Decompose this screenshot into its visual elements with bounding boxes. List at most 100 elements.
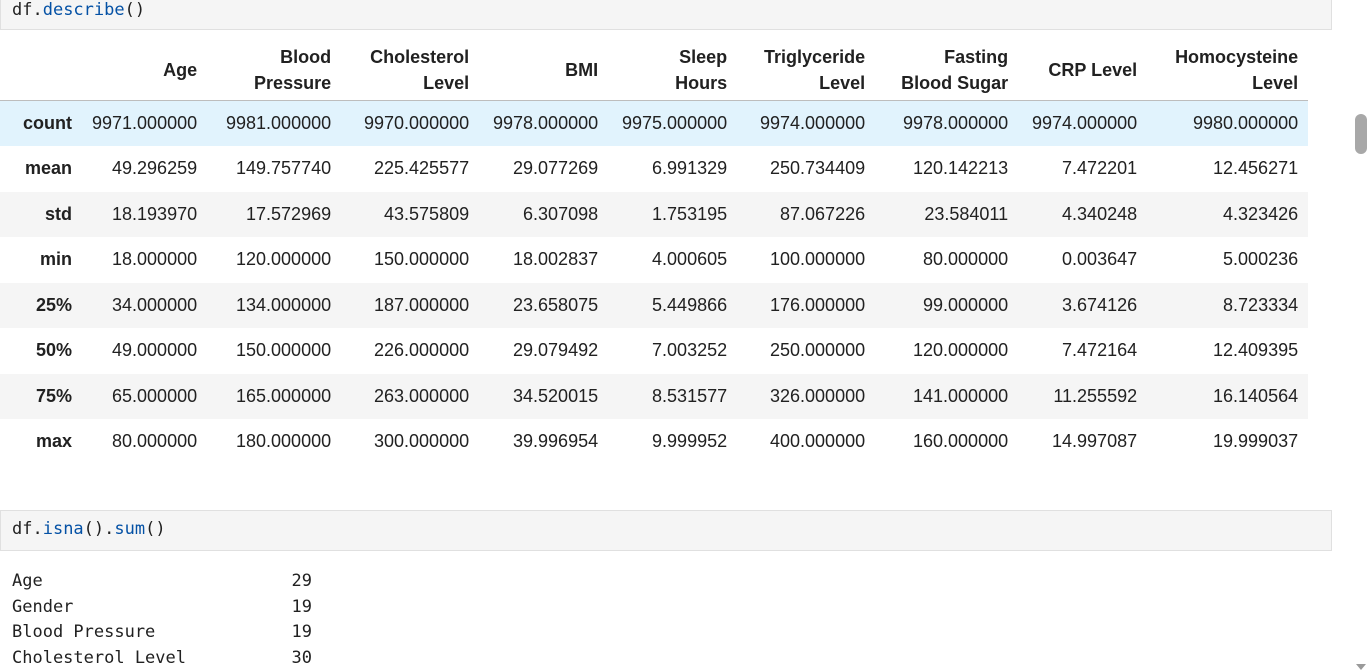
output-value: 19 bbox=[291, 622, 312, 642]
table-cell: 18.193970 bbox=[112, 203, 198, 224]
code-args: () bbox=[145, 519, 166, 539]
table-cell: 9.999952 bbox=[652, 431, 728, 452]
table-cell: 400.000000 bbox=[770, 431, 866, 452]
table-cell: 87.067226 bbox=[780, 203, 866, 224]
table-cell: 14.997087 bbox=[1052, 431, 1138, 452]
column-header: Triglyceride Level bbox=[737, 40, 876, 101]
table-cell: 9980.000000 bbox=[1193, 113, 1299, 133]
describe-output-table: Age Blood Pressure Cholesterol Level BMI S… bbox=[0, 40, 1309, 465]
table-row: 75% 65.000000 165.000000 263.000000 34.52001… bbox=[0, 373, 1309, 419]
table-cell: 0.003647 bbox=[1062, 249, 1138, 270]
table-cell: 226.000000 bbox=[374, 340, 470, 361]
table-cell: 34.000000 bbox=[112, 294, 198, 315]
table-row: min 18.000000 120.000000 150.000000 18.00283… bbox=[0, 237, 1308, 283]
table-cell: 9974.000000 bbox=[760, 113, 866, 133]
code-cell-isna-sum[interactable]: df.isna().sum() bbox=[0, 510, 1332, 551]
code-cell-describe[interactable]: df.describe() bbox=[0, 0, 1332, 30]
table-row: count 9971.000000 9981.000000 9970.000000 99… bbox=[0, 100, 1309, 146]
column-header-text: Level bbox=[819, 73, 866, 93]
table-cell: 250.000000 bbox=[770, 340, 866, 361]
table-cell: 7.472164 bbox=[1062, 340, 1138, 361]
column-header: Homocysteine Level bbox=[1147, 40, 1309, 101]
column-header-text: Triglyceride bbox=[764, 47, 866, 67]
table-cell: 1.753195 bbox=[652, 203, 728, 224]
column-header: Cholesterol Level bbox=[341, 40, 480, 101]
table-cell: 9978.000000 bbox=[903, 113, 1009, 133]
column-header: CRP Level bbox=[1018, 40, 1148, 101]
table-cell: 120.000000 bbox=[236, 249, 332, 270]
table-cell: 150.000000 bbox=[236, 340, 332, 361]
table-cell: 29.079492 bbox=[513, 340, 599, 361]
output-line: Gender 19 bbox=[12, 595, 312, 621]
table-cell: 99.000000 bbox=[923, 294, 1009, 315]
table-cell: 263.000000 bbox=[374, 385, 470, 406]
column-header-text: Blood Sugar bbox=[901, 73, 1009, 93]
table-row: 25% 34.000000 134.000000 187.000000 23.65807… bbox=[0, 282, 1309, 328]
table-cell: 9981.000000 bbox=[226, 113, 332, 133]
output-label: Blood Pressure bbox=[12, 622, 156, 642]
table-cell: 39.996954 bbox=[513, 431, 599, 452]
row-index-label: std bbox=[45, 203, 72, 224]
table-cell: 43.575809 bbox=[384, 203, 470, 224]
table-cell: 18.002837 bbox=[513, 249, 599, 270]
table-cell: 134.000000 bbox=[236, 294, 332, 315]
table-cell: 23.584011 bbox=[924, 203, 1009, 224]
table-cell: 12.456271 bbox=[1213, 158, 1299, 179]
table-row: max 80.000000 180.000000 300.000000 39.99695… bbox=[0, 419, 1308, 465]
code-object: df. bbox=[12, 0, 43, 20]
output-label: Age bbox=[12, 571, 43, 591]
vertical-scrollbar[interactable] bbox=[1352, 0, 1369, 672]
table-row: 50% 49.000000 150.000000 226.000000 29.07949… bbox=[0, 328, 1308, 374]
table-cell: 8.723334 bbox=[1223, 294, 1299, 315]
table-cell: 120.000000 bbox=[913, 340, 1009, 361]
table-cell: 23.658075 bbox=[513, 294, 599, 315]
column-header-text: Hours bbox=[675, 73, 728, 93]
table-cell: 150.000000 bbox=[374, 249, 470, 270]
table-cell: 250.734409 bbox=[770, 158, 866, 179]
table-cell: 8.531577 bbox=[652, 385, 728, 406]
table-cell: 4.323426 bbox=[1223, 203, 1299, 224]
isna-sum-output: Age 29 Gender 19 Blood Pressure 19 Cholesterol… bbox=[12, 569, 312, 671]
table-row: mean 49.296259 149.757740 225.425577 29.0772… bbox=[0, 146, 1308, 192]
table-cell: 49.296259 bbox=[112, 158, 198, 179]
column-header-text: Level bbox=[1252, 73, 1299, 93]
table-cell: 9978.000000 bbox=[493, 113, 599, 133]
table-cell: 80.000000 bbox=[112, 431, 198, 452]
scroll-down-arrow-icon[interactable] bbox=[1356, 664, 1366, 670]
table-cell: 3.674126 bbox=[1062, 294, 1138, 315]
table-cell: 6.307098 bbox=[523, 203, 599, 224]
table-cell: 7.003252 bbox=[652, 340, 728, 361]
table-row: std 18.193970 17.572969 43.575809 6.307098 1.… bbox=[0, 191, 1309, 237]
column-header-text: Homocysteine bbox=[1175, 47, 1299, 67]
table-cell: 141.000000 bbox=[913, 385, 1009, 406]
table-cell: 225.425577 bbox=[374, 158, 470, 179]
table-cell: 9975.000000 bbox=[622, 113, 728, 133]
column-header-text: BMI bbox=[565, 60, 599, 80]
row-index-label: count bbox=[23, 113, 72, 133]
output-line: Blood Pressure 19 bbox=[12, 620, 312, 646]
table-cell: 29.077269 bbox=[513, 158, 599, 179]
table-cell: 165.000000 bbox=[236, 385, 332, 406]
scrollbar-thumb[interactable] bbox=[1355, 114, 1367, 154]
output-label: Cholesterol Level bbox=[12, 647, 186, 668]
table-cell: 65.000000 bbox=[112, 385, 198, 406]
table-cell: 49.000000 bbox=[112, 340, 198, 361]
table-cell: 300.000000 bbox=[374, 431, 470, 452]
table-cell: 4.000605 bbox=[652, 249, 728, 270]
code-chain: (). bbox=[83, 519, 115, 539]
column-header-text: Age bbox=[163, 60, 198, 80]
table-cell: 17.572969 bbox=[246, 203, 332, 224]
code-method: describe bbox=[42, 0, 125, 20]
row-index-label: 50% bbox=[35, 340, 72, 361]
table-cell: 6.991329 bbox=[652, 158, 728, 179]
table-cell: 180.000000 bbox=[236, 431, 332, 452]
table-cell: 176.000000 bbox=[770, 294, 866, 315]
table-cell: 149.757740 bbox=[236, 158, 332, 179]
output-line: Age 29 bbox=[12, 569, 312, 595]
table-cell: 11.255592 bbox=[1053, 385, 1138, 406]
column-header: Age bbox=[82, 40, 208, 101]
table-cell: 120.142213 bbox=[913, 158, 1009, 179]
table-cell: 9970.000000 bbox=[364, 113, 470, 133]
column-header: Fasting Blood Sugar bbox=[875, 40, 1019, 101]
table-cell: 9974.000000 bbox=[1032, 113, 1138, 133]
